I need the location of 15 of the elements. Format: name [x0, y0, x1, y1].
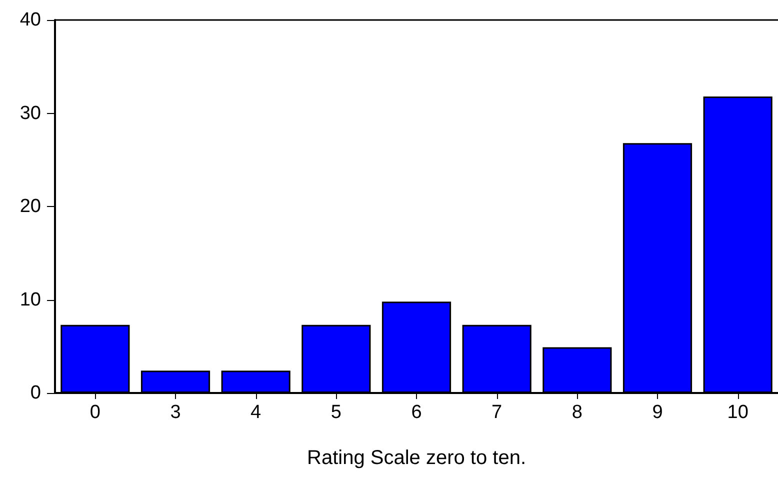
y-tick-label: 0	[30, 382, 41, 404]
y-tick-label: 30	[20, 102, 41, 124]
x-tick-label: 6	[411, 402, 422, 423]
x-tick-label: 10	[727, 402, 748, 423]
y-tick-label: 20	[20, 196, 41, 217]
x-tick-label: 0	[90, 402, 100, 423]
x-tick-label: 5	[330, 402, 342, 423]
x-tick-label: 4	[250, 402, 262, 423]
x-tick-label: 8	[572, 402, 582, 423]
x-tick-label: 3	[170, 402, 181, 423]
x-tick-label: 7	[492, 402, 502, 423]
x-axis-title: Rating Scale zero to ten.	[306, 447, 526, 469]
y-tick-label: 40	[20, 10, 41, 30]
x-tick-label: 9	[652, 402, 663, 423]
y-tick-label: 10	[20, 289, 41, 310]
